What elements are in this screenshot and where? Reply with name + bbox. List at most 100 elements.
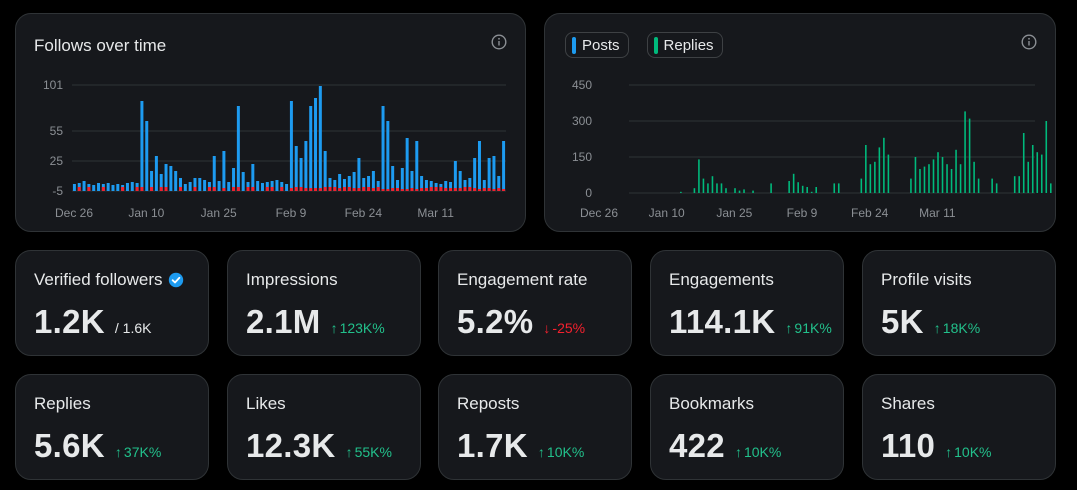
bar-unfollows[interactable] xyxy=(357,188,361,191)
bar-replies[interactable] xyxy=(680,191,682,193)
bar-follows[interactable] xyxy=(97,183,101,191)
bar-follows[interactable] xyxy=(347,176,351,191)
bar-unfollows[interactable] xyxy=(477,189,481,191)
bar-follows[interactable] xyxy=(342,179,346,191)
bar-follows[interactable] xyxy=(207,182,211,191)
legend-replies[interactable]: Replies xyxy=(646,32,723,58)
bar-unfollows[interactable] xyxy=(352,188,356,191)
bar-replies[interactable] xyxy=(928,164,930,193)
bar-follows[interactable] xyxy=(203,180,207,191)
bar-follows[interactable] xyxy=(420,176,424,191)
bar-unfollows[interactable] xyxy=(396,188,399,191)
bar-unfollows[interactable] xyxy=(314,188,318,191)
bar-unfollows[interactable] xyxy=(265,187,269,191)
bar-unfollows[interactable] xyxy=(232,187,236,191)
bar-unfollows[interactable] xyxy=(222,188,226,191)
bar-replies[interactable] xyxy=(734,188,736,193)
bar-follows[interactable] xyxy=(473,158,477,191)
bar-replies[interactable] xyxy=(968,118,971,193)
stat-card-impressions[interactable]: Impressions 2.1M ↑ 123K% xyxy=(227,250,421,356)
bar-unfollows[interactable] xyxy=(405,189,409,191)
bar-replies[interactable] xyxy=(869,164,872,193)
bar-follows[interactable] xyxy=(333,180,337,191)
bar-follows[interactable] xyxy=(188,182,192,191)
bar-unfollows[interactable] xyxy=(458,188,462,191)
bar-follows[interactable] xyxy=(236,106,240,191)
bar-follows[interactable] xyxy=(309,106,313,191)
bar-follows[interactable] xyxy=(458,171,462,191)
bar-replies[interactable] xyxy=(792,173,795,193)
bar-unfollows[interactable] xyxy=(347,187,351,191)
bar-follows[interactable] xyxy=(410,171,414,191)
bar-replies[interactable] xyxy=(955,149,957,193)
bar-unfollows[interactable] xyxy=(87,187,91,191)
bar-replies[interactable] xyxy=(887,154,890,193)
bar-follows[interactable] xyxy=(323,151,327,191)
bar-unfollows[interactable] xyxy=(77,187,81,191)
bar-follows[interactable] xyxy=(405,138,409,191)
bar-unfollows[interactable] xyxy=(439,187,443,191)
stat-card-replies[interactable]: Replies 5.6K ↑ 37K% xyxy=(15,374,209,480)
bar-replies[interactable] xyxy=(964,111,966,193)
bar-replies[interactable] xyxy=(874,161,876,193)
bar-replies[interactable] xyxy=(914,157,917,193)
bar-replies[interactable] xyxy=(1031,145,1034,193)
bar-follows[interactable] xyxy=(140,101,144,191)
bar-replies[interactable] xyxy=(725,188,727,193)
bar-unfollows[interactable] xyxy=(251,187,255,191)
bar-follows[interactable] xyxy=(164,164,168,191)
bar-follows[interactable] xyxy=(357,158,361,191)
bar-follows[interactable] xyxy=(232,168,236,191)
bar-follows[interactable] xyxy=(125,183,129,191)
bar-replies[interactable] xyxy=(937,152,939,193)
bar-unfollows[interactable] xyxy=(318,188,322,191)
bar-follows[interactable] xyxy=(260,183,264,191)
bar-replies[interactable] xyxy=(941,157,944,193)
bar-follows[interactable] xyxy=(241,172,245,191)
bar-replies[interactable] xyxy=(1013,176,1016,193)
bar-follows[interactable] xyxy=(400,168,404,191)
bar-replies[interactable] xyxy=(883,137,885,193)
bar-replies[interactable] xyxy=(910,178,912,193)
bar-follows[interactable] xyxy=(150,171,154,191)
bar-follows[interactable] xyxy=(381,106,385,191)
bar-replies[interactable] xyxy=(698,159,700,193)
bar-follows[interactable] xyxy=(270,181,274,191)
bar-follows[interactable] xyxy=(246,182,250,191)
bar-unfollows[interactable] xyxy=(434,187,438,191)
bar-follows[interactable] xyxy=(352,172,356,191)
stat-card-reposts[interactable]: Reposts 1.7K ↑ 10K% xyxy=(438,374,632,480)
bar-unfollows[interactable] xyxy=(482,188,486,191)
bar-follows[interactable] xyxy=(367,176,371,191)
bar-follows[interactable] xyxy=(376,181,380,191)
bar-follows[interactable] xyxy=(280,182,284,191)
stat-card-bookmarks[interactable]: Bookmarks 422 ↑ 10K% xyxy=(650,374,844,480)
bar-follows[interactable] xyxy=(468,178,472,191)
bar-follows[interactable] xyxy=(328,178,332,191)
bar-unfollows[interactable] xyxy=(323,187,327,191)
bar-follows[interactable] xyxy=(92,185,96,191)
bar-unfollows[interactable] xyxy=(391,188,395,191)
bar-replies[interactable] xyxy=(950,169,953,193)
bar-unfollows[interactable] xyxy=(497,188,501,191)
bar-follows[interactable] xyxy=(415,141,419,191)
stat-card-engagement-rate[interactable]: Engagement rate 5.2% ↓ -25% xyxy=(438,250,632,356)
bar-replies[interactable] xyxy=(815,187,818,193)
bar-replies[interactable] xyxy=(702,178,705,193)
bar-unfollows[interactable] xyxy=(473,188,477,191)
bar-follows[interactable] xyxy=(424,180,428,191)
bar-replies[interactable] xyxy=(860,178,863,193)
bar-replies[interactable] xyxy=(738,190,741,193)
bar-follows[interactable] xyxy=(477,141,481,191)
bar-follows[interactable] xyxy=(482,180,486,191)
bar-replies[interactable] xyxy=(837,183,840,193)
bar-follows[interactable] xyxy=(299,158,303,191)
bar-replies[interactable] xyxy=(806,187,808,193)
bar-replies[interactable] xyxy=(752,190,754,193)
bar-follows[interactable] xyxy=(111,185,115,191)
bar-replies[interactable] xyxy=(797,182,799,193)
bar-follows[interactable] xyxy=(275,180,279,191)
bar-follows[interactable] xyxy=(487,158,491,191)
bar-unfollows[interactable] xyxy=(492,189,496,191)
bar-unfollows[interactable] xyxy=(463,187,467,191)
